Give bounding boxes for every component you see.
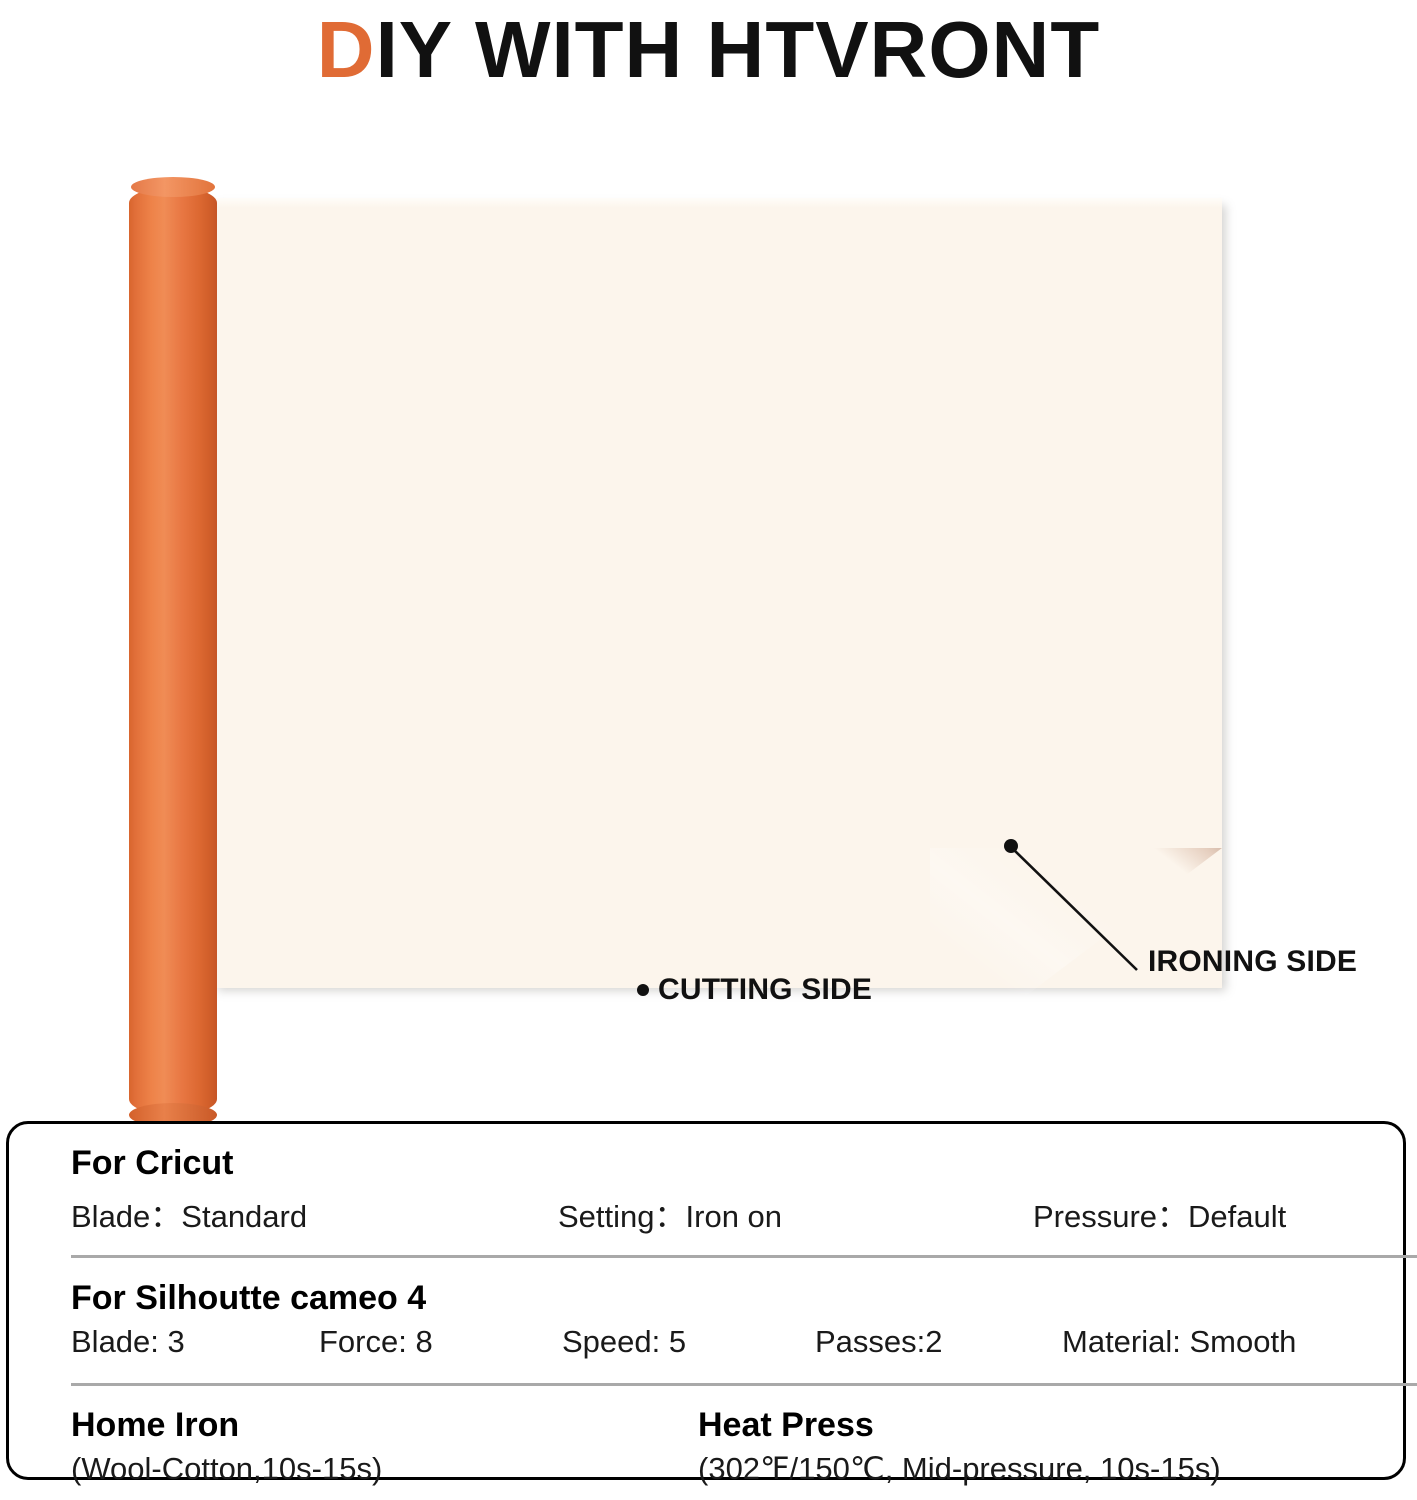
cricut-pressure: Pressure：Default (1033, 1199, 1287, 1234)
spec-box: For Cricut Blade：Standard Setting：Iron o… (6, 1121, 1417, 1486)
vinyl-roll-top-rim (131, 177, 215, 197)
vinyl-sheet: CUTTING SIDE (210, 198, 1222, 1068)
silhouette-force: Force: 8 (319, 1324, 433, 1359)
heat-press-detail: (302℉/150℃, Mid-pressure, 10s-15s) (698, 1451, 1221, 1486)
title-rest: IY WITH HTVRONT (375, 5, 1101, 94)
cutting-side-label: CUTTING SIDE (637, 973, 872, 1007)
silhouette-passes: Passes:2 (815, 1324, 943, 1359)
silhouette-speed: Speed: 5 (562, 1324, 687, 1359)
ironing-side-label: IRONING SIDE (1148, 945, 1358, 978)
heating-section: Home Iron (Wool-Cotton,10s-15s) Heat Pre… (9, 1406, 1403, 1487)
silhouette-blade: Blade: 3 (71, 1324, 185, 1359)
silhouette-section: For Silhoutte cameo 4 Blade: 3 Force: 8 … (9, 1279, 1403, 1360)
divider-1 (71, 1255, 1417, 1258)
heating-row: Home Iron (Wool-Cotton,10s-15s) Heat Pre… (71, 1406, 1341, 1487)
product-illustration: CUTTING SIDE IRONING SIDE (0, 120, 1417, 1127)
cricut-settings-row: Blade：Standard Setting：Iron on Pressure：… (71, 1191, 1341, 1236)
cricut-section: For Cricut Blade：Standard Setting：Iron o… (9, 1144, 1403, 1236)
cutting-side-text: CUTTING SIDE (658, 973, 873, 1006)
heat-press-block: Heat Press (302℉/150℃, Mid-pressure, 10s… (698, 1406, 1221, 1487)
title-accent-letter: D (316, 5, 376, 94)
cricut-blade: Blade：Standard (71, 1199, 308, 1234)
page-title: DIY WITH HTVRONT (0, 2, 1417, 98)
home-iron-title: Home Iron (71, 1406, 240, 1444)
bullet-icon (637, 984, 649, 996)
vinyl-roll-body (129, 187, 217, 1115)
cricut-heading: For Cricut (71, 1144, 234, 1182)
cricut-setting: Setting：Iron on (558, 1199, 783, 1234)
sheet-top-highlight (210, 198, 1222, 208)
silhouette-heading: For Silhoutte cameo 4 (71, 1279, 427, 1317)
home-iron-detail: (Wool-Cotton,10s-15s) (71, 1451, 383, 1486)
heat-press-title: Heat Press (698, 1406, 874, 1444)
divider-2 (71, 1383, 1417, 1386)
home-iron-block: Home Iron (Wool-Cotton,10s-15s) (71, 1406, 698, 1487)
vinyl-roll (129, 175, 217, 1127)
silhouette-settings-row: Blade: 3 Force: 8 Speed: 5 Passes:2 Mate… (71, 1324, 1341, 1360)
silhouette-material: Material: Smooth (1062, 1324, 1297, 1359)
vinyl-roll-top-cap (129, 175, 217, 201)
